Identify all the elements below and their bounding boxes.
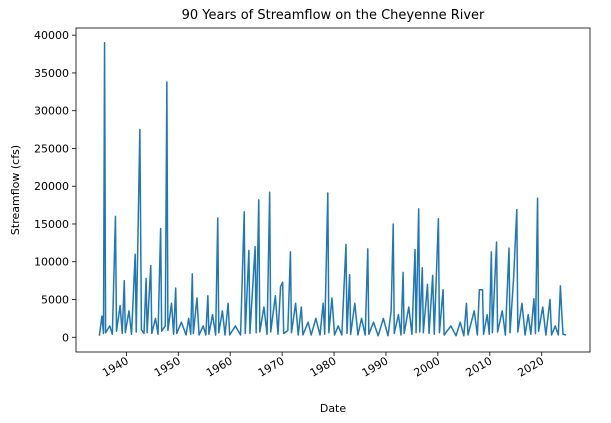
y-tick-label: 30000 <box>34 105 69 118</box>
y-tick-label: 35000 <box>34 67 69 80</box>
y-tick-label: 0 <box>62 331 69 344</box>
y-tick-label: 20000 <box>34 180 69 193</box>
y-tick-label: 15000 <box>34 218 69 231</box>
y-tick-label: 5000 <box>41 294 69 307</box>
x-axis-label: Date <box>320 402 347 415</box>
chart-title: 90 Years of Streamflow on the Cheyenne R… <box>182 8 485 23</box>
y-tick-label: 40000 <box>34 29 69 42</box>
streamflow-line <box>98 41 567 337</box>
y-tick-label: 10000 <box>34 256 69 269</box>
y-axis-label: Streamflow (cfs) <box>9 145 22 235</box>
y-tick-label: 25000 <box>34 142 69 155</box>
plot-frame <box>75 27 591 353</box>
